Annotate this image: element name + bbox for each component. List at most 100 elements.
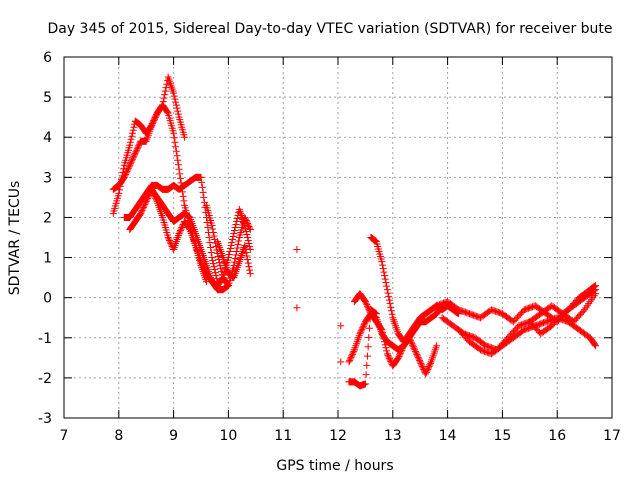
y-tick-label: 0 bbox=[43, 291, 52, 307]
data-point bbox=[371, 237, 379, 245]
data-point bbox=[207, 249, 215, 257]
data-point bbox=[242, 249, 250, 257]
data-point bbox=[381, 272, 389, 280]
data-point bbox=[245, 240, 253, 248]
data-point bbox=[149, 118, 157, 126]
data-point bbox=[151, 193, 159, 201]
data-point bbox=[217, 265, 225, 273]
data-point bbox=[129, 155, 136, 163]
data-point bbox=[152, 112, 160, 120]
data-point bbox=[131, 149, 139, 157]
data-point bbox=[163, 108, 171, 116]
data-point bbox=[151, 114, 159, 122]
x-tick-label: 10 bbox=[219, 428, 237, 444]
data-point bbox=[224, 281, 232, 289]
data-point bbox=[363, 352, 371, 360]
data-point bbox=[243, 252, 251, 260]
data-point bbox=[591, 341, 599, 349]
data-point bbox=[172, 147, 180, 155]
series-satellite-track-B bbox=[109, 101, 210, 286]
data-point bbox=[215, 259, 223, 267]
data-point bbox=[233, 248, 241, 256]
data-point bbox=[379, 265, 387, 273]
data-point bbox=[361, 380, 369, 388]
data-point bbox=[170, 89, 178, 97]
data-point bbox=[200, 264, 208, 272]
data-point bbox=[361, 298, 369, 306]
data-point bbox=[126, 138, 134, 146]
data-point bbox=[246, 246, 254, 254]
data-point bbox=[227, 242, 235, 250]
data-point bbox=[396, 349, 404, 357]
data-point bbox=[125, 163, 133, 171]
data-point bbox=[150, 191, 158, 199]
data-point bbox=[152, 196, 160, 204]
data-point bbox=[385, 296, 393, 304]
data-point bbox=[362, 371, 370, 379]
series-isolated-points bbox=[293, 246, 345, 366]
data-point bbox=[148, 121, 156, 129]
data-point bbox=[123, 167, 131, 175]
x-tick-label: 16 bbox=[548, 428, 566, 444]
data-point bbox=[226, 248, 234, 256]
x-tick-label: 17 bbox=[603, 428, 621, 444]
data-point bbox=[242, 227, 250, 235]
data-point bbox=[165, 235, 173, 243]
data-point bbox=[150, 190, 158, 198]
data-point bbox=[137, 209, 145, 217]
x-tick-label: 11 bbox=[274, 428, 292, 444]
y-tick-label: 6 bbox=[43, 50, 52, 66]
data-point bbox=[150, 117, 158, 125]
y-tick-label: 3 bbox=[43, 170, 52, 186]
data-point bbox=[363, 301, 371, 309]
y-tick-label: 1 bbox=[43, 251, 52, 267]
data-point bbox=[243, 218, 251, 226]
x-tick-label: 9 bbox=[169, 428, 178, 444]
data-point bbox=[592, 286, 600, 294]
data-point bbox=[129, 129, 136, 137]
y-tick-label: -3 bbox=[38, 411, 52, 427]
data-points bbox=[109, 73, 600, 390]
data-point bbox=[231, 258, 239, 266]
data-point bbox=[231, 255, 239, 263]
data-point bbox=[148, 185, 156, 193]
data-point bbox=[115, 189, 123, 197]
data-point bbox=[383, 347, 391, 355]
data-point bbox=[378, 326, 386, 334]
data-point bbox=[166, 238, 174, 246]
data-point bbox=[362, 299, 370, 307]
data-point bbox=[349, 349, 357, 357]
data-point bbox=[232, 251, 240, 259]
data-point bbox=[122, 170, 130, 178]
data-point bbox=[175, 165, 183, 173]
data-point bbox=[244, 219, 252, 227]
data-point bbox=[144, 193, 152, 201]
data-point bbox=[144, 194, 152, 202]
data-point bbox=[209, 260, 217, 268]
data-point bbox=[218, 268, 226, 276]
data-point bbox=[133, 145, 141, 153]
data-point bbox=[385, 293, 393, 301]
data-point bbox=[378, 258, 386, 266]
data-point bbox=[395, 352, 403, 360]
data-point bbox=[243, 230, 251, 238]
data-point bbox=[385, 353, 393, 361]
data-point bbox=[209, 225, 217, 233]
data-point bbox=[365, 305, 373, 313]
data-point bbox=[150, 115, 158, 123]
data-point bbox=[348, 350, 356, 358]
data-point bbox=[360, 321, 368, 329]
data-point bbox=[357, 328, 365, 336]
data-point bbox=[142, 197, 150, 205]
data-point bbox=[211, 269, 219, 277]
data-point bbox=[414, 353, 422, 361]
y-tick-label: -2 bbox=[38, 371, 52, 387]
y-tick-label: 4 bbox=[43, 130, 52, 146]
data-point bbox=[204, 223, 212, 231]
data-point bbox=[207, 244, 215, 252]
y-tick-label: 2 bbox=[43, 210, 52, 226]
data-point bbox=[200, 193, 208, 201]
data-point bbox=[386, 356, 394, 364]
data-point bbox=[409, 341, 417, 349]
data-point bbox=[229, 236, 237, 244]
